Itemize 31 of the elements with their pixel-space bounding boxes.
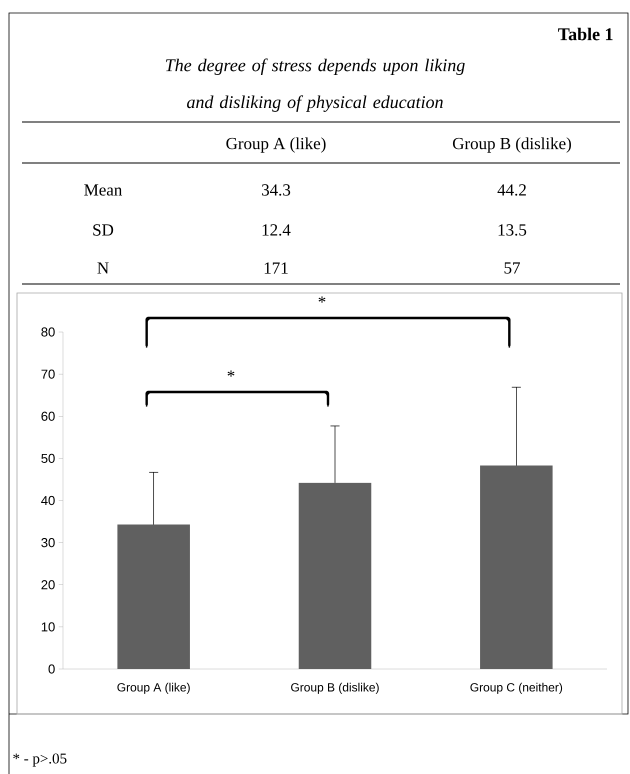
y-tick-label: 10 bbox=[42, 622, 55, 632]
annotation: * bbox=[228, 370, 234, 377]
bar bbox=[117, 524, 190, 670]
text: * bbox=[318, 296, 326, 303]
chart-title: Table 1 bbox=[558, 28, 613, 40]
text: 57 bbox=[504, 262, 520, 274]
text: Group A (like) bbox=[226, 137, 326, 153]
bar bbox=[480, 466, 553, 670]
text: 44.2 bbox=[498, 184, 526, 196]
y-tick-label: 80 bbox=[41, 327, 55, 337]
text: Mean bbox=[84, 184, 122, 196]
y-tick-label: 30 bbox=[41, 538, 55, 548]
text: * - p>.05 bbox=[13, 753, 66, 767]
text: 34.3 bbox=[262, 184, 290, 196]
text: 12.4 bbox=[262, 224, 291, 236]
x-tick-label: Group A (like) bbox=[117, 682, 190, 694]
bar bbox=[298, 482, 372, 670]
text: 171 bbox=[264, 262, 288, 274]
y-tick-label: 60 bbox=[41, 412, 55, 421]
y-tick-label: 20 bbox=[41, 580, 55, 590]
text: Group B (dislike) bbox=[452, 137, 571, 153]
y-tick-label: 40 bbox=[41, 496, 55, 506]
y-tick-label: 0 bbox=[48, 664, 55, 674]
text: 13.5 bbox=[498, 224, 526, 236]
chart-subtitle: The degree of stress depends upon liking and disliking of physical education bbox=[166, 58, 465, 112]
x-tick-label: Group C (neither) bbox=[470, 682, 562, 694]
y-tick-label: 70 bbox=[41, 370, 55, 379]
x-tick-label: Group B (dislike) bbox=[291, 682, 379, 694]
text: SD bbox=[93, 224, 114, 236]
text: N bbox=[97, 262, 109, 274]
y-tick-label: 50 bbox=[41, 454, 55, 463]
